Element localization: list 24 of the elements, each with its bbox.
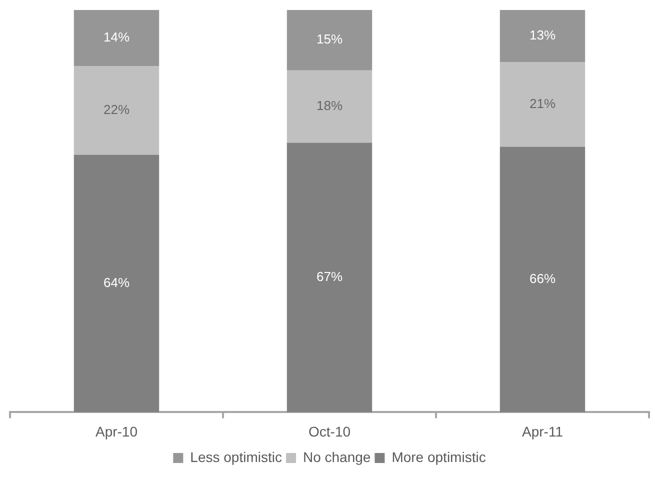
data-label: 21% <box>529 96 556 112</box>
bar <box>500 62 586 147</box>
bar <box>74 10 160 66</box>
data-label: 66% <box>529 271 556 286</box>
data-label: 18% <box>316 98 343 114</box>
x-tick-label: Apr-11 <box>522 423 564 440</box>
data-label: 64% <box>103 275 130 290</box>
x-tick-label: Oct-10 <box>308 423 351 440</box>
x-tick-label: Apr-10 <box>95 423 138 440</box>
data-label: 13% <box>529 28 556 43</box>
bar <box>74 154 160 412</box>
bar <box>500 146 586 412</box>
bar <box>500 10 586 62</box>
legend-label: No change <box>302 448 371 465</box>
legend-label: More optimistic <box>392 448 486 465</box>
data-label: 22% <box>103 102 130 118</box>
bar <box>74 66 160 155</box>
data-label: 15% <box>316 32 343 47</box>
legend-label: Less optimistic <box>190 448 282 465</box>
data-label: 14% <box>103 30 130 45</box>
bar <box>286 70 372 143</box>
bar <box>286 10 372 70</box>
data-label: 67% <box>316 269 343 284</box>
bar <box>286 142 372 412</box>
